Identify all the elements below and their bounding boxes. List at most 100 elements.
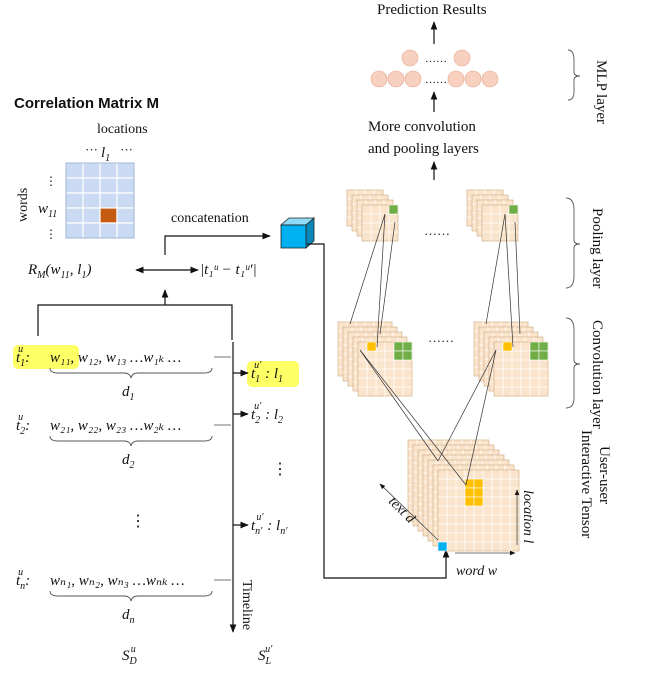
matrix-border [65, 162, 135, 239]
more-conv-line2: and pooling layers [368, 141, 479, 157]
conv-left-highlight-cell [366, 341, 377, 352]
pooling-layer-maps [346, 189, 519, 242]
conv-right-highlight-cell [502, 341, 513, 352]
connection-line-8 [379, 221, 396, 335]
conv-ellipsis: …… [428, 330, 454, 345]
mlp-neuron-top-1 [453, 49, 471, 67]
loc-entry-3: tn′u′ : ln′ [251, 512, 288, 537]
matrix-cell [116, 162, 135, 179]
matrix-cell [99, 192, 118, 209]
matrix-cell [116, 207, 135, 224]
layer-connections [349, 213, 521, 486]
connection-line-1 [376, 213, 386, 348]
rm-expression: RM(w11, l1) [27, 262, 91, 281]
pooling-layer-label: Pooling layer [589, 208, 605, 288]
locations-label: locations [97, 122, 148, 137]
matrix-row-label: w11 [38, 201, 57, 220]
connection-line-9 [514, 221, 521, 335]
correlation-matrix-grid [65, 162, 135, 239]
mlp-neuron-bottom-1 [387, 70, 405, 88]
matrix-cell [65, 207, 84, 224]
conv-right-highlight-cell [538, 341, 549, 352]
mlp-neuron-bottom-0 [370, 70, 388, 88]
doc-label-1: d1 [122, 384, 135, 403]
arrow-cube-to-tensor [307, 243, 450, 579]
convolution-layer-maps [337, 321, 549, 397]
arrow-to-concat-cube [164, 232, 271, 255]
mlp-layer: …… …… [370, 49, 499, 88]
loc-vdots: ⋮ [272, 461, 288, 478]
matrix-highlight-cell [99, 207, 118, 224]
sd-label: SDu [122, 644, 138, 667]
connection-line-5 [359, 349, 467, 486]
doc-words-3: wₙ₁, wₙ₂, wₙ₃ …wₙₖ … [50, 573, 185, 589]
doc-time-1: t1:u [16, 344, 30, 369]
matrix-cell [65, 162, 84, 179]
matrix-cell [116, 222, 135, 239]
text-axis-arrow [379, 483, 439, 541]
convolution-layer-label: Convolution layer [589, 320, 605, 429]
matrix-col-dots-left: ··· [85, 142, 98, 157]
mlp-neuron-top-0 [401, 49, 419, 67]
doc-label-3: dn [122, 607, 135, 626]
tensor-highlight-cell [473, 496, 484, 507]
prediction-results-label: Prediction Results [377, 2, 487, 18]
selection-bracket [37, 304, 233, 340]
timeline-label: Timeline [239, 580, 254, 630]
connection-line-0 [349, 213, 386, 325]
time-diff-expression: |t₁ᵘ − t₁ᵘ′| [200, 262, 257, 278]
doc-words-1: w₁₁, w₁₂, w₁₃ …w₁ₖ … [50, 350, 181, 366]
tensor-highlight-cell [473, 487, 484, 498]
doc-brace-3 [49, 590, 213, 602]
doc-label-2: d2 [122, 452, 135, 471]
loc-entry-2: t2u′ : l2 [251, 401, 283, 426]
document-sequence: t1:u w₁₁, w₁₂, w₁₃ …w₁ₖ … d1 t2:u w₂₁, w₂₂, … [16, 344, 231, 626]
tensor-label-line1: User-user [596, 446, 612, 504]
tensor-highlight-cell [464, 487, 475, 498]
conv-right-highlight-cell [538, 350, 549, 361]
connection-line-2 [485, 213, 506, 325]
doc-brace-2 [49, 435, 213, 447]
location-sequence: t1u′ : l1 t2u′ : l2 tn′u′ : ln′ [233, 360, 288, 537]
interactive-tensor [407, 439, 520, 552]
tensor-label-line2: Interactive Tensor [578, 430, 594, 538]
words-label: words [16, 188, 31, 222]
matrix-cell [82, 207, 101, 224]
tensor-highlight-cell [473, 478, 484, 489]
pool-brace [565, 197, 581, 289]
location-axis-label: location l [520, 490, 535, 543]
pool-left-highlight-cell [388, 204, 399, 215]
matrix-col-dots-right: ··· [120, 142, 133, 157]
matrix-cell [82, 222, 101, 239]
mlp-layer-label: MLP layer [593, 60, 609, 124]
matrix-cell [116, 192, 135, 209]
mlp-neuron-bottom-2 [404, 70, 422, 88]
matrix-cell [99, 162, 118, 179]
pool-right-highlight-cell [508, 204, 519, 215]
matrix-row-dots-bottom: ⋮ [45, 227, 57, 241]
more-conv-line1: More convolution [368, 119, 476, 135]
matrix-col-label: l1 [101, 145, 110, 164]
doc-time-3: tn:u [16, 567, 30, 592]
conv-right-highlight-cell [529, 341, 540, 352]
doc-time-2: t2:u [16, 412, 30, 437]
matrix-cell [116, 177, 135, 194]
matrix-cell [99, 222, 118, 239]
matrix-cell [82, 177, 101, 194]
doc-words-2: w₂₁, w₂₂, w₂₃ …w₂ₖ … [50, 418, 181, 434]
matrix-cell [65, 177, 84, 194]
matrix-row-dots-top: ⋮ [45, 174, 57, 188]
tensor-highlight-cell [437, 541, 448, 552]
mlp-dots-bottom: …… [425, 74, 447, 86]
t1prime-highlight [247, 361, 299, 387]
word-axis-label: word w [456, 564, 498, 579]
matrix-cell [82, 162, 101, 179]
sl-label: SLu′ [258, 644, 273, 667]
loc-entry-1: t1u′ : l1 [251, 360, 283, 385]
doc-vdots: ⋮ [130, 513, 146, 530]
matrix-cell [99, 177, 118, 194]
matrix-cell [65, 222, 84, 239]
pool-ellipsis: …… [424, 223, 450, 238]
connection-line-7 [465, 349, 497, 486]
